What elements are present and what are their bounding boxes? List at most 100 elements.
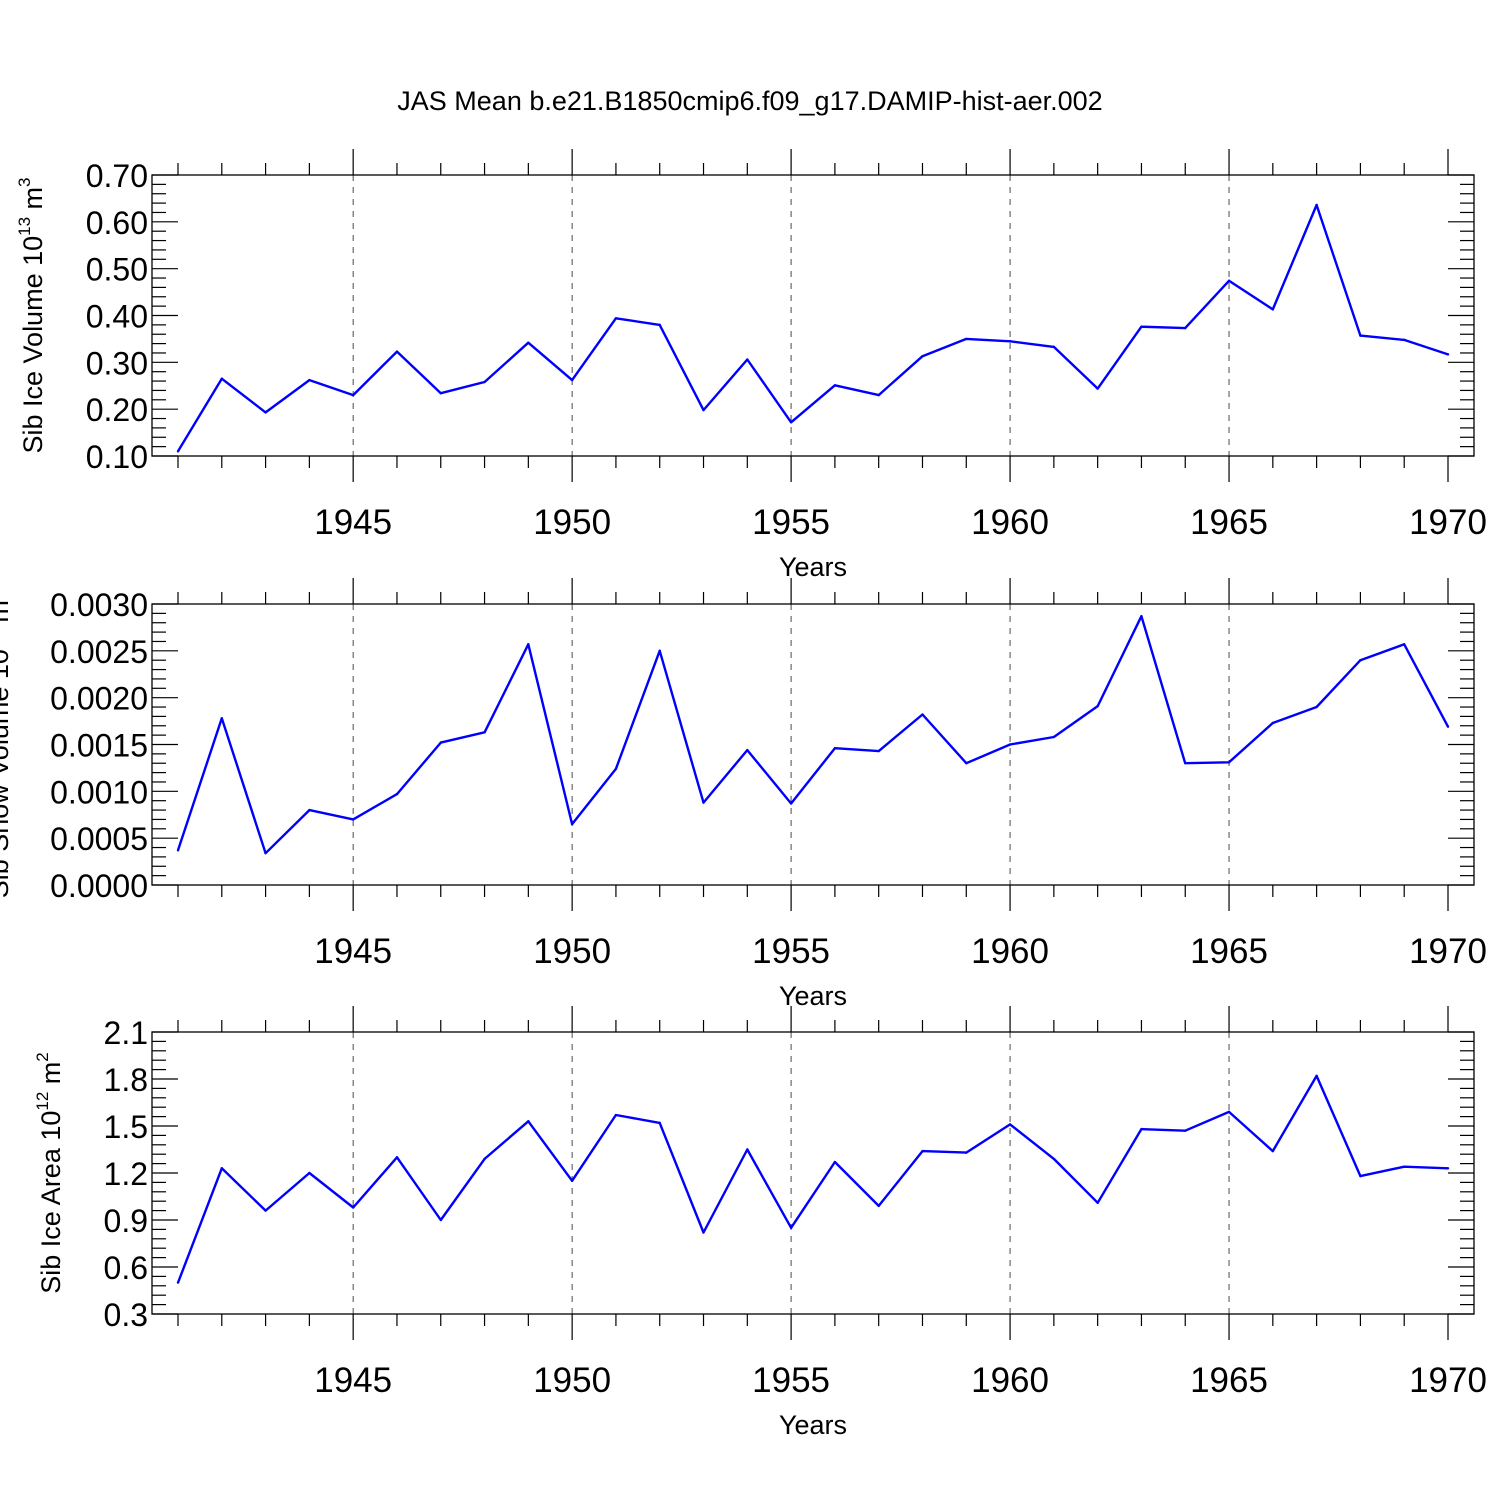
data-point bbox=[1315, 1074, 1318, 1078]
data-point bbox=[264, 851, 267, 855]
figure-title: JAS Mean b.e21.B1850cmip6.f09_g17.DAMIP-… bbox=[397, 86, 1102, 116]
data-point bbox=[570, 378, 574, 382]
y-tick-label: 1.2 bbox=[104, 1156, 148, 1192]
data-point bbox=[570, 1179, 574, 1183]
data-point bbox=[1403, 1165, 1406, 1168]
x-tick-label: 1945 bbox=[314, 503, 392, 542]
data-point bbox=[527, 341, 530, 344]
data-point bbox=[1227, 279, 1231, 283]
data-point bbox=[483, 731, 486, 734]
data-point bbox=[527, 1120, 530, 1123]
data-point bbox=[921, 713, 924, 716]
data-point bbox=[789, 421, 793, 424]
data-point bbox=[483, 1157, 486, 1161]
data-point bbox=[1315, 203, 1318, 207]
data-point bbox=[220, 717, 223, 720]
x-tick-label: 1945 bbox=[314, 1361, 392, 1400]
data-point bbox=[395, 350, 399, 353]
data-point bbox=[1140, 614, 1143, 618]
y-tick-label: 0.6 bbox=[104, 1250, 148, 1286]
x-axis-label: Years bbox=[779, 1410, 847, 1440]
data-point bbox=[1446, 353, 1450, 356]
panel-ice-area: 0.3 0.6 0.9 1.2 1.5 1.8 2.1 1945 1950 1955 1960 196… bbox=[33, 1006, 1487, 1440]
data-point bbox=[789, 802, 793, 805]
plot-frame bbox=[151, 174, 1475, 457]
data-point bbox=[1052, 345, 1056, 349]
data-point bbox=[176, 849, 180, 852]
y-tick-label: 0.0025 bbox=[50, 634, 148, 670]
data-point bbox=[877, 749, 880, 753]
data-point bbox=[1271, 1149, 1275, 1153]
data-point bbox=[1140, 1127, 1143, 1131]
panel-ice-volume: 0.10 0.20 0.30 0.40 0.50 0.60 0.70 1945 1950 1955… bbox=[15, 149, 1487, 582]
data-point bbox=[1184, 326, 1187, 330]
y-tick-label: 0.40 bbox=[86, 299, 148, 335]
y-tick-label: 0.3 bbox=[104, 1297, 148, 1333]
y-tick-label: 0.10 bbox=[86, 439, 148, 475]
data-point bbox=[833, 384, 837, 387]
data-point bbox=[1008, 1123, 1012, 1126]
x-axis-label: Years bbox=[779, 552, 847, 582]
y-axis-label: Sib Ice Volume 1013 m3 bbox=[15, 177, 48, 453]
data-point bbox=[176, 1281, 180, 1284]
x-tick-label: 1970 bbox=[1409, 932, 1487, 971]
data-point bbox=[439, 741, 442, 744]
data-point bbox=[395, 1156, 399, 1159]
x-tick-label: 1955 bbox=[752, 932, 830, 971]
data-point bbox=[746, 358, 749, 361]
data-point bbox=[614, 317, 618, 320]
data-point bbox=[483, 380, 486, 384]
data-point bbox=[1008, 743, 1012, 746]
data-point bbox=[1184, 762, 1187, 765]
data-point bbox=[1403, 643, 1406, 646]
data-point bbox=[439, 1218, 442, 1222]
data-point bbox=[965, 1151, 968, 1154]
data-point bbox=[439, 392, 442, 395]
data-point bbox=[570, 822, 574, 826]
x-tick-label: 1955 bbox=[752, 503, 830, 542]
data-point bbox=[614, 1113, 618, 1117]
data-point bbox=[395, 792, 399, 796]
data-point bbox=[220, 377, 223, 380]
data-point bbox=[921, 1149, 924, 1153]
data-point bbox=[614, 767, 618, 771]
y-axis-label: Sib Snow Volume 1013 m3 bbox=[0, 591, 14, 899]
data-point bbox=[308, 378, 311, 382]
data-point bbox=[264, 1209, 267, 1212]
data-point bbox=[1271, 721, 1275, 725]
x-tick-label: 1970 bbox=[1409, 503, 1487, 542]
data-point bbox=[308, 808, 311, 812]
series-line bbox=[176, 203, 1449, 452]
data-point bbox=[351, 393, 355, 397]
data-point bbox=[1315, 705, 1318, 709]
y-tick-label: 0.0015 bbox=[50, 728, 148, 764]
data-point bbox=[658, 1121, 661, 1125]
x-tick-label: 1960 bbox=[971, 503, 1049, 542]
data-point bbox=[877, 1204, 880, 1208]
y-tick-label: 0.30 bbox=[86, 345, 148, 381]
plot-frame bbox=[151, 1031, 1475, 1315]
y-tick-label: 0.60 bbox=[86, 205, 148, 241]
data-point bbox=[1359, 334, 1362, 337]
x-tick-label: 1965 bbox=[1190, 1361, 1268, 1400]
plot-frame bbox=[151, 603, 1475, 886]
y-tick-label: 0.0000 bbox=[50, 868, 148, 904]
x-tick-label: 1950 bbox=[533, 1361, 611, 1400]
data-point bbox=[833, 747, 837, 750]
data-point bbox=[965, 337, 968, 341]
data-point bbox=[1227, 761, 1231, 764]
y-tick-label: 0.0005 bbox=[50, 821, 148, 857]
series-line bbox=[176, 1074, 1449, 1284]
data-point bbox=[658, 323, 661, 327]
x-tick-label: 1970 bbox=[1409, 1361, 1487, 1400]
y-tick-label: 0.0030 bbox=[50, 587, 148, 623]
data-point bbox=[921, 355, 924, 358]
x-tick-label: 1950 bbox=[533, 932, 611, 971]
y-tick-label: 0.0010 bbox=[50, 774, 148, 810]
data-point bbox=[1446, 725, 1450, 728]
data-point bbox=[746, 748, 749, 752]
y-tick-label: 0.70 bbox=[86, 158, 148, 194]
data-point bbox=[308, 1171, 311, 1175]
x-tick-label: 1965 bbox=[1190, 503, 1268, 542]
